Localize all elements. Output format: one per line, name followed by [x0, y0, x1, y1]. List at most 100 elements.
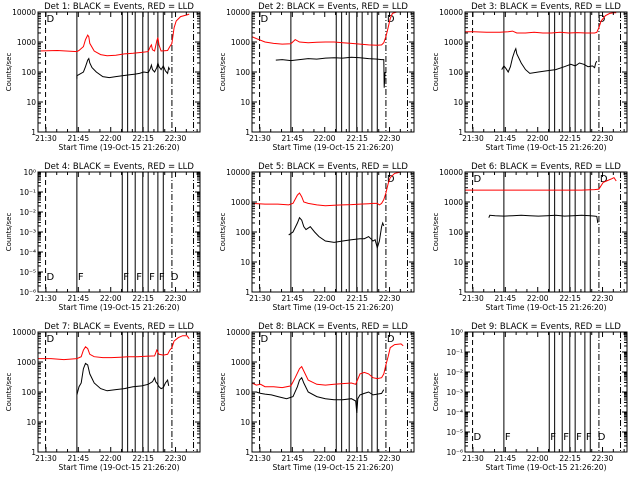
flag-label: D: [387, 14, 395, 25]
y-tick-label: 10000: [12, 328, 36, 337]
x-axis-label: Start Time (19-Oct-15 21:26:20): [58, 143, 179, 152]
y-axis-label: Counts/sec: [5, 53, 13, 92]
y-tick-label: 1000: [231, 38, 250, 47]
x-tick-label: 22:30: [165, 454, 187, 463]
x-tick-label: 22:00: [100, 294, 122, 303]
y-tick-label: 10⁻³: [19, 228, 36, 237]
series-red-line: [251, 11, 404, 46]
plot-frame: [464, 11, 628, 133]
y-tick-label: 10⁻¹: [446, 348, 463, 357]
x-tick-label: 22:00: [314, 454, 336, 463]
x-tick-label: 22:15: [346, 294, 368, 303]
y-tick-label: 1000: [17, 358, 36, 367]
detector-panel-6: Det 6: BLACK = Events, RED = LLD D D 1 10 100…: [432, 162, 628, 312]
y-axis-label: Counts/sec: [219, 213, 227, 252]
y-tick-label: 10000: [12, 8, 36, 17]
series-black-line: [275, 56, 386, 88]
x-axis-label: Start Time (19-Oct-15 21:26:20): [485, 303, 606, 312]
plot-frame: [251, 11, 415, 133]
y-tick-label: 1000: [17, 38, 36, 47]
y-axis-label: Counts/sec: [5, 213, 13, 252]
y-tick-label: 10⁻⁴: [446, 408, 463, 417]
y-tick-label: 100: [22, 388, 37, 397]
flag-label: D: [47, 272, 55, 283]
x-tick-label: 22:30: [379, 134, 401, 143]
x-tick-label: 22:15: [132, 454, 154, 463]
x-tick-label: 22:15: [346, 454, 368, 463]
x-tick-label: 21:30: [249, 294, 271, 303]
y-tick-label: 10000: [226, 328, 250, 337]
series-black-line: [76, 57, 171, 79]
y-tick-label: 1: [245, 448, 250, 457]
panel-title: Det 1: BLACK = Events, RED = LLD: [44, 2, 194, 12]
panel-title: Det 7: BLACK = Events, RED = LLD: [44, 322, 194, 332]
panel-title: Det 2: BLACK = Events, RED = LLD: [258, 2, 408, 12]
y-tick-label: 10⁰: [23, 168, 36, 177]
x-tick-label: 22:00: [100, 134, 122, 143]
flag-label: D: [598, 432, 606, 443]
x-tick-label: 22:00: [527, 454, 549, 463]
y-tick-label: 1000: [231, 358, 250, 367]
y-tick-label: 1000: [231, 198, 250, 207]
x-tick-label: 22:30: [165, 134, 187, 143]
x-tick-label: 22:15: [346, 134, 368, 143]
x-tick-label: 21:45: [282, 294, 304, 303]
x-tick-label: 22:30: [592, 134, 614, 143]
y-tick-label: 100: [236, 228, 251, 237]
y-tick-label: 10⁰: [450, 328, 463, 337]
x-tick-label: 22:00: [527, 134, 549, 143]
y-axis-label: Counts/sec: [432, 213, 440, 252]
flag-label: D: [387, 174, 395, 185]
flag-label: F: [123, 272, 129, 283]
y-axis-label: Counts/sec: [219, 53, 227, 92]
y-tick-label: 10000: [226, 8, 250, 17]
y-tick-label: 10⁻²: [19, 208, 36, 217]
panel-title: Det 4: BLACK = Events, RED = LLD: [44, 162, 194, 172]
x-tick-label: 22:15: [559, 454, 581, 463]
plot-frame: [251, 171, 415, 293]
y-axis-label: Counts/sec: [5, 373, 13, 412]
flag-label: D: [171, 272, 179, 283]
x-tick-label: 22:15: [559, 294, 581, 303]
x-axis-label: Start Time (19-Oct-15 21:26:20): [58, 303, 179, 312]
flag-label: F: [505, 432, 511, 443]
y-tick-label: 10⁻⁶: [19, 288, 36, 297]
series-red-line: [251, 171, 404, 207]
x-tick-label: 21:30: [35, 134, 57, 143]
x-axis-label: Start Time (19-Oct-15 21:26:20): [485, 143, 606, 152]
x-tick-label: 21:30: [35, 454, 57, 463]
y-tick-label: 10: [453, 258, 463, 267]
x-tick-label: 21:45: [495, 294, 517, 303]
flag-label: D: [600, 174, 608, 185]
y-tick-label: 10: [240, 98, 250, 107]
detector-panel-7: Det 7: BLACK = Events, RED = LLD D 1 10 100 1…: [5, 322, 201, 472]
x-tick-label: 21:45: [68, 294, 90, 303]
detector-panel-5: Det 5: BLACK = Events, RED = LLD D 1 10 100 1…: [219, 162, 415, 312]
flag-label: D: [261, 334, 269, 345]
x-tick-label: 22:15: [559, 134, 581, 143]
series-black-line: [252, 376, 385, 414]
x-tick-label: 21:30: [249, 454, 271, 463]
plot-frame: [37, 11, 201, 133]
x-tick-label: 22:30: [592, 454, 614, 463]
y-tick-label: 1: [458, 128, 463, 137]
y-tick-label: 10: [240, 418, 250, 427]
flag-label: F: [78, 272, 84, 283]
y-tick-label: 10⁻⁵: [446, 428, 463, 437]
x-axis-label: Start Time (19-Oct-15 21:26:20): [272, 143, 393, 152]
x-tick-label: 22:15: [132, 134, 154, 143]
x-tick-label: 21:45: [495, 134, 517, 143]
detector-panel-1: Det 1: BLACK = Events, RED = LLD D 1 10 100 1…: [5, 2, 201, 152]
y-tick-label: 100: [236, 388, 251, 397]
x-tick-label: 21:45: [495, 454, 517, 463]
y-tick-label: 10: [26, 418, 36, 427]
panel-title: Det 3: BLACK = Events, RED = LLD: [471, 2, 621, 12]
y-tick-label: 1: [245, 128, 250, 137]
flag-label: F: [576, 432, 582, 443]
series-red-line: [251, 343, 404, 389]
x-tick-label: 22:15: [132, 294, 154, 303]
x-axis-label: Start Time (19-Oct-15 21:26:20): [272, 303, 393, 312]
x-tick-label: 22:30: [165, 294, 187, 303]
y-tick-label: 10000: [439, 168, 463, 177]
